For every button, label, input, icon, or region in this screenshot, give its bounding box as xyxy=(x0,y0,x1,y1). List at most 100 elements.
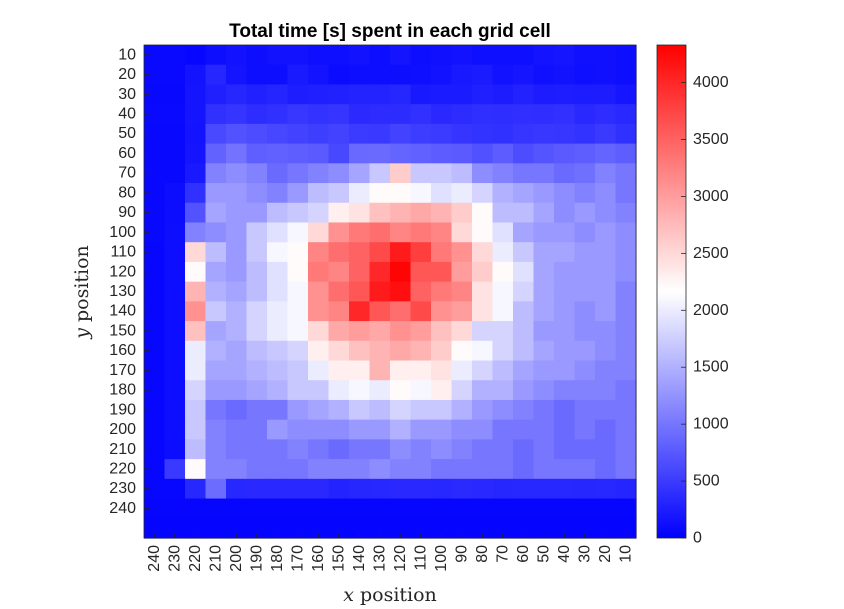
heatmap-cell xyxy=(431,360,453,381)
heatmap-cell xyxy=(308,380,330,401)
heatmap-cell xyxy=(513,202,535,224)
heatmap-cell xyxy=(185,202,207,224)
heatmap-cell xyxy=(615,399,637,421)
heatmap-cell xyxy=(574,459,596,480)
heatmap-cell xyxy=(369,123,391,145)
y-tick-label: 230 xyxy=(109,480,136,497)
heatmap-cell xyxy=(185,64,207,86)
heatmap-cell xyxy=(533,84,555,105)
heatmap-cell xyxy=(492,183,514,204)
heatmap-cell xyxy=(369,202,391,224)
heatmap-cell xyxy=(205,222,227,243)
heatmap-cell xyxy=(164,123,186,145)
colorbar-tick-label: 2500 xyxy=(693,245,729,262)
heatmap-cell xyxy=(431,439,453,460)
heatmap-cell xyxy=(369,498,391,519)
heatmap-cell xyxy=(472,64,494,86)
heatmap-cell xyxy=(595,399,617,421)
heatmap-cell xyxy=(554,64,576,86)
heatmap-cell xyxy=(369,360,391,381)
heatmap-cell xyxy=(492,498,514,519)
heatmap-cell xyxy=(513,222,535,243)
heatmap-cell xyxy=(615,498,637,519)
heatmap-cell xyxy=(246,143,268,164)
heatmap-cell xyxy=(349,399,371,421)
heatmap-cell xyxy=(144,45,166,66)
heatmap-cell xyxy=(431,301,453,322)
heatmap-cell xyxy=(533,143,555,164)
heatmap-cell xyxy=(554,281,576,302)
heatmap-cell xyxy=(328,439,350,460)
heatmap-cell xyxy=(533,183,555,204)
heatmap-cell xyxy=(595,104,617,125)
heatmap-cell xyxy=(205,301,227,322)
heatmap-cell xyxy=(554,518,576,539)
heatmap-cell xyxy=(205,45,227,66)
heatmap-cell xyxy=(185,163,207,184)
heatmap-cell xyxy=(431,281,453,302)
heatmap-cell xyxy=(308,64,330,86)
y-tick-label: 210 xyxy=(109,441,136,458)
colorbar-tick-label: 1500 xyxy=(693,359,729,376)
heatmap-cell xyxy=(328,360,350,381)
heatmap-cell xyxy=(492,261,514,283)
heatmap-cell xyxy=(410,439,432,460)
heatmap-cell xyxy=(410,360,432,381)
heatmap-cell xyxy=(492,321,514,342)
heatmap-cell xyxy=(185,321,207,342)
heatmap-cell xyxy=(185,518,207,539)
heatmap-cell xyxy=(369,163,391,184)
heatmap-cell xyxy=(308,459,330,480)
heatmap-cell xyxy=(185,419,207,440)
heatmap-cell xyxy=(205,459,227,480)
heatmap-cell xyxy=(390,439,412,460)
heatmap-cell xyxy=(328,518,350,539)
heatmap-cell xyxy=(595,301,617,322)
heatmap-cell xyxy=(595,340,617,362)
heatmap-cell xyxy=(205,360,227,381)
heatmap-cell xyxy=(246,84,268,105)
heatmap-cell xyxy=(533,498,555,519)
heatmap-cell xyxy=(492,399,514,421)
heatmap-cell xyxy=(226,281,248,302)
heatmap-cell xyxy=(267,84,289,105)
heatmap-cell xyxy=(205,123,227,145)
heatmap-cell xyxy=(287,163,309,184)
heatmap-cell xyxy=(615,380,637,401)
colorbar xyxy=(656,44,687,539)
heatmap-cell xyxy=(472,222,494,243)
heatmap-cell xyxy=(349,183,371,204)
heatmap-cell xyxy=(205,478,227,500)
heatmap-cell xyxy=(308,222,330,243)
heatmap-cell xyxy=(574,84,596,105)
heatmap-cell xyxy=(472,518,494,539)
heatmap-cell xyxy=(533,321,555,342)
heatmap-cell xyxy=(410,340,432,362)
heatmap-cell xyxy=(472,281,494,302)
heatmap-cell xyxy=(595,143,617,164)
heatmap-cell xyxy=(308,281,330,302)
heatmap-cell xyxy=(492,84,514,105)
heatmap-cell xyxy=(287,360,309,381)
heatmap-cell xyxy=(164,183,186,204)
heatmap-cell xyxy=(513,143,535,164)
heatmap-cell xyxy=(554,163,576,184)
heatmap-cell xyxy=(574,45,596,66)
heatmap-cell xyxy=(164,360,186,381)
heatmap-cell xyxy=(554,380,576,401)
heatmap-cell xyxy=(390,104,412,125)
heatmap-cell xyxy=(226,183,248,204)
heatmap-cell xyxy=(267,64,289,86)
heatmap-cell xyxy=(267,498,289,519)
heatmap-cell xyxy=(164,202,186,224)
heatmap-cell xyxy=(369,518,391,539)
heatmap-cell xyxy=(513,301,535,322)
heatmap-cell xyxy=(492,478,514,500)
heatmap-cell xyxy=(308,439,330,460)
heatmap-cell xyxy=(185,84,207,105)
heatmap-cell xyxy=(431,321,453,342)
heatmap-cell xyxy=(246,202,268,224)
heatmap-cell xyxy=(164,163,186,184)
heatmap-cell xyxy=(410,399,432,421)
heatmap-cell xyxy=(574,380,596,401)
